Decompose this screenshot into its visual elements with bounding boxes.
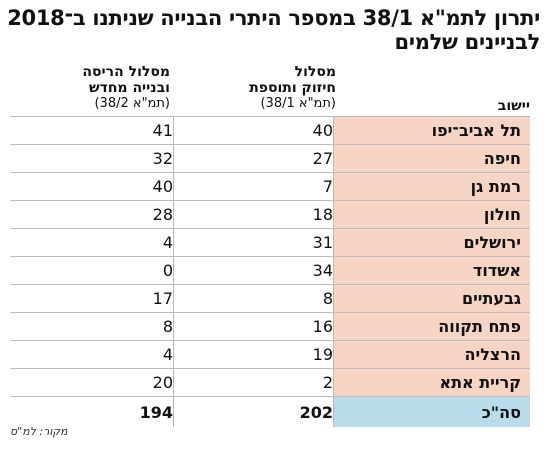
col1-cell: 18 bbox=[173, 201, 333, 228]
header-col2: מסלול הריסה ובנייה מחדש (תמ"א 38/2) bbox=[82, 64, 170, 112]
col1-cell: 16 bbox=[173, 313, 333, 340]
table-row: פתח תקווה 16 8 bbox=[10, 313, 530, 341]
city-cell: גבעתיים bbox=[333, 285, 530, 312]
city-cell: ירושלים bbox=[333, 229, 530, 256]
header-col1: מסלול חיזוק ותוספת (תמ"א 38/1) bbox=[249, 64, 336, 112]
col2-cell: 4 bbox=[162, 345, 173, 364]
col1-cell: 2 bbox=[173, 369, 333, 396]
total-label: סה"כ bbox=[333, 397, 530, 427]
table-row: הרצליה 19 4 bbox=[10, 341, 530, 369]
table-row: גבעתיים 8 17 bbox=[10, 285, 530, 313]
col2-cell: 40 bbox=[152, 177, 173, 196]
table-row: חולון 18 28 bbox=[10, 201, 530, 229]
col1-cell: 19 bbox=[173, 341, 333, 368]
table-row: קריית אתא 2 20 bbox=[10, 369, 530, 397]
header-city: יישוב bbox=[497, 98, 530, 114]
col2-cell: 17 bbox=[152, 289, 173, 308]
header-col2-line3: (תמ"א 38/2) bbox=[94, 96, 170, 111]
col2-cell: 4 bbox=[162, 233, 173, 252]
header-col2-line1: מסלול הריסה bbox=[82, 64, 170, 80]
data-table: תל אביב־יפו 40 41 חיפה 27 32 רמת גן 7 40… bbox=[10, 116, 530, 427]
city-cell: חיפה bbox=[333, 145, 530, 172]
total-row: סה"כ 202 194 bbox=[10, 397, 530, 427]
col1-cell: 40 bbox=[173, 117, 333, 144]
city-cell: הרצליה bbox=[333, 341, 530, 368]
col1-cell: 27 bbox=[173, 145, 333, 172]
header-col2-line2: ובנייה מחדש bbox=[88, 80, 170, 96]
col2-cell: 41 bbox=[152, 121, 173, 140]
col2-cell: 28 bbox=[152, 205, 173, 224]
city-cell: רמת גן bbox=[333, 173, 530, 200]
city-cell: חולון bbox=[333, 201, 530, 228]
city-cell: קריית אתא bbox=[333, 369, 530, 396]
col2-cell: 32 bbox=[152, 149, 173, 168]
total-col1: 202 bbox=[173, 397, 333, 427]
city-cell: פתח תקווה bbox=[333, 313, 530, 340]
source-note: מקור: למ"ס bbox=[10, 425, 68, 438]
col1-cell: 8 bbox=[173, 285, 333, 312]
table-row: תל אביב־יפו 40 41 bbox=[10, 117, 530, 145]
city-cell: תל אביב־יפו bbox=[333, 117, 530, 144]
total-col2: 194 bbox=[139, 402, 173, 422]
header-col1-line1: מסלול bbox=[294, 64, 336, 80]
table-row: אשדוד 34 0 bbox=[10, 257, 530, 285]
table-row: חיפה 27 32 bbox=[10, 145, 530, 173]
title-line-2: לבניינים שלמים bbox=[394, 30, 541, 54]
col1-cell: 7 bbox=[173, 173, 333, 200]
col2-cell: 0 bbox=[162, 261, 173, 280]
col2-cell: 8 bbox=[162, 317, 173, 336]
header-col1-line3: (תמ"א 38/1) bbox=[260, 96, 336, 111]
title-line-1: יתרון לתמ"א 38/1 במספר היתרי הבנייה שנית… bbox=[7, 6, 540, 30]
table-row: רמת גן 7 40 bbox=[10, 173, 530, 201]
table-row: ירושלים 31 4 bbox=[10, 229, 530, 257]
page-title: יתרון לתמ"א 38/1 במספר היתרי הבנייה שנית… bbox=[0, 6, 540, 54]
header-col1-line2: חיזוק ותוספת bbox=[249, 80, 336, 96]
col1-cell: 34 bbox=[173, 257, 333, 284]
city-cell: אשדוד bbox=[333, 257, 530, 284]
col1-cell: 31 bbox=[173, 229, 333, 256]
col2-cell: 20 bbox=[152, 373, 173, 392]
